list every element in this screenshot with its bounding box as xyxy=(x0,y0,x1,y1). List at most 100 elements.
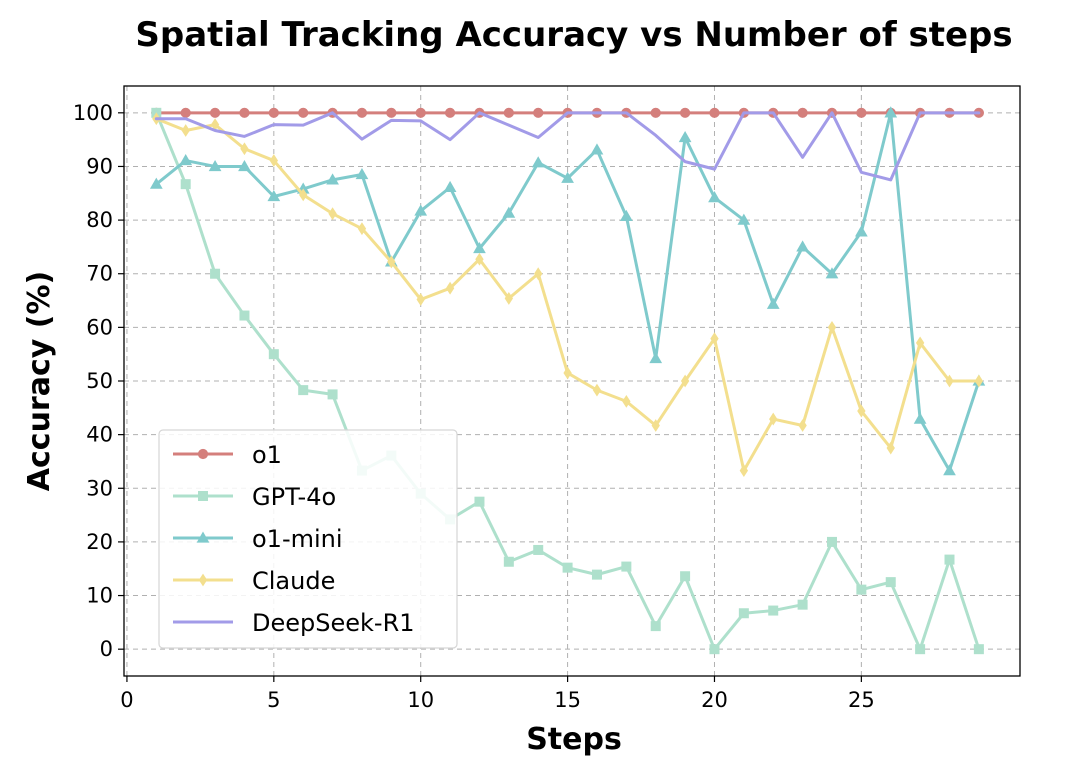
legend-label-claude: Claude xyxy=(252,567,335,595)
data-point-o1-mini-15 xyxy=(561,171,574,183)
y-axis-title: Accuracy (%) xyxy=(22,271,57,491)
data-point-gpt-4o-4 xyxy=(239,310,250,321)
data-point-claude-26 xyxy=(886,441,895,455)
data-point-gpt-4o-25 xyxy=(856,584,867,595)
data-point-gpt-4o-23 xyxy=(797,599,808,610)
data-point-gpt-4o-20 xyxy=(709,644,720,655)
chart-title: Spatial Tracking Accuracy vs Number of s… xyxy=(135,15,1012,55)
series-gpt-4o xyxy=(151,107,984,655)
data-point-o1-mini-11 xyxy=(443,180,457,192)
data-point-o1-2 xyxy=(180,107,191,118)
data-point-gpt-4o-7 xyxy=(327,389,338,400)
data-point-claude-21 xyxy=(739,464,749,477)
data-point-gpt-4o-2 xyxy=(180,179,191,190)
series-line-deepseek-r1 xyxy=(154,111,981,182)
data-point-o1-mini-21 xyxy=(737,213,751,225)
data-point-o1-20 xyxy=(709,107,720,118)
y-tick-label-100: 100 xyxy=(73,101,113,125)
data-point-o1-10 xyxy=(415,107,426,118)
data-point-claude-5 xyxy=(269,154,278,167)
data-point-gpt-4o-18 xyxy=(650,621,661,632)
data-point-o1-19 xyxy=(680,107,691,118)
data-point-o1-5 xyxy=(268,107,279,118)
data-point-claude-9 xyxy=(387,255,396,269)
data-point-claude-4 xyxy=(240,142,249,156)
data-point-claude-10 xyxy=(416,293,425,306)
legend-item-deepseek-r1: DeepSeek-R1 xyxy=(173,609,415,637)
legend-marker-claude xyxy=(198,573,208,587)
y-tick-label-20: 20 xyxy=(86,530,113,554)
data-point-o1-mini-13 xyxy=(502,206,516,218)
data-point-o1-11 xyxy=(444,107,456,118)
legend-marker-o1-mini xyxy=(196,531,210,543)
legend-item-gpt-4o: GPT-4o xyxy=(173,483,336,511)
axis-ticks: 0 5 10 15 20 25 0 10 20 30 40 50 60 70 80 90 100 xyxy=(73,101,875,712)
data-point-claude-28 xyxy=(945,374,954,388)
series-layer xyxy=(149,106,986,655)
legend-label-deepseek-r1: DeepSeek-R1 xyxy=(252,609,415,637)
legend-box xyxy=(158,429,458,649)
y-tick-label-50: 50 xyxy=(86,369,113,393)
data-point-gpt-4o-17 xyxy=(621,561,632,572)
data-point-claude-24 xyxy=(827,320,837,334)
y-tick-label-70: 70 xyxy=(86,262,113,286)
data-point-o1-mini-18 xyxy=(649,351,663,364)
data-point-o1-mini-12 xyxy=(473,242,486,254)
data-point-gpt-4o-22 xyxy=(768,605,779,616)
data-point-o1-mini-24 xyxy=(825,267,839,279)
data-point-gpt-4o-19 xyxy=(680,571,691,582)
data-point-gpt-4o-5 xyxy=(268,349,279,360)
data-point-claude-7 xyxy=(328,207,337,221)
legend-item-o1-mini: o1-mini xyxy=(173,525,343,553)
x-tick-label-5: 5 xyxy=(267,688,280,712)
data-point-claude-27 xyxy=(915,336,925,350)
data-point-o1-mini-1 xyxy=(149,177,163,189)
data-point-o1-18 xyxy=(650,107,661,118)
data-point-o1-14 xyxy=(533,107,544,118)
data-point-claude-6 xyxy=(299,188,308,202)
data-point-o1-25 xyxy=(856,107,867,118)
legend-label-o1: o1 xyxy=(252,441,282,469)
data-point-claude-20 xyxy=(710,332,719,346)
data-point-o1-mini-19 xyxy=(678,130,692,143)
data-point-claude-11 xyxy=(445,281,455,295)
data-point-gpt-4o-3 xyxy=(210,268,221,279)
data-point-o1-13 xyxy=(503,107,514,118)
data-point-claude-14 xyxy=(534,267,543,281)
data-point-claude-19 xyxy=(680,374,690,388)
y-tick-label-10: 10 xyxy=(86,584,113,608)
data-point-o1-6 xyxy=(298,107,309,118)
legend-item-o1: o1 xyxy=(173,441,282,469)
y-tick-label-90: 90 xyxy=(86,154,113,178)
data-point-gpt-4o-6 xyxy=(298,385,309,396)
data-point-claude-8 xyxy=(357,222,367,236)
data-point-claude-16 xyxy=(592,383,602,397)
data-point-o1-mini-8 xyxy=(355,167,369,180)
data-point-o1-mini-22 xyxy=(766,297,780,309)
x-tick-label-15: 15 xyxy=(554,688,581,712)
x-tick-label-0: 0 xyxy=(120,688,133,712)
data-point-o1-mini-25 xyxy=(855,225,868,237)
series-o1-mini xyxy=(149,106,986,476)
data-point-o1-4 xyxy=(239,107,250,118)
data-point-o1-mini-5 xyxy=(267,189,281,202)
x-tick-label-25: 25 xyxy=(848,688,875,712)
data-point-o1-mini-2 xyxy=(179,154,193,166)
y-tick-label-80: 80 xyxy=(86,208,113,232)
data-point-o1-mini-7 xyxy=(326,173,339,185)
data-point-gpt-4o-15 xyxy=(562,562,573,573)
data-point-claude-13 xyxy=(504,291,514,305)
data-point-claude-25 xyxy=(857,404,866,418)
data-point-claude-2 xyxy=(181,124,190,137)
data-point-gpt-4o-16 xyxy=(591,569,602,580)
data-point-gpt-4o-21 xyxy=(738,608,749,619)
x-axis-title: Steps xyxy=(526,722,622,757)
data-point-gpt-4o-29 xyxy=(973,644,984,655)
x-tick-label-20: 20 xyxy=(701,688,728,712)
data-point-o1-mini-14 xyxy=(531,156,545,168)
data-point-o1-mini-16 xyxy=(590,143,604,155)
data-point-o1-9 xyxy=(386,107,397,118)
data-point-o1-mini-10 xyxy=(414,204,428,216)
data-point-claude-15 xyxy=(563,366,572,380)
